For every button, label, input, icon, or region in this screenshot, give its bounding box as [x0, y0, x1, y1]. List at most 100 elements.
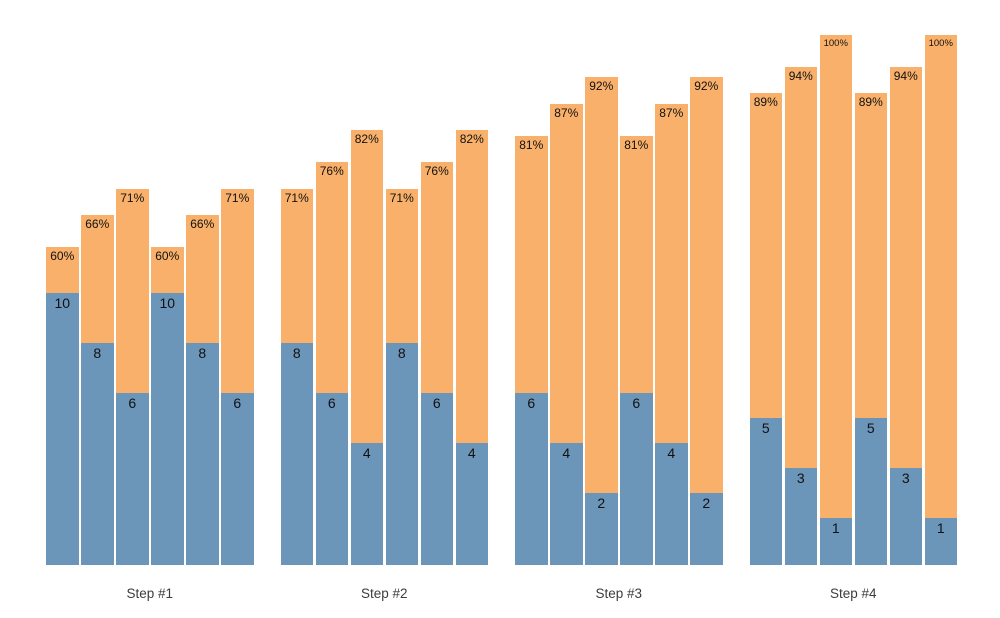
bar-value-label: 2: [702, 495, 711, 511]
bar-percent-label: 92%: [694, 79, 719, 93]
bar-value-label: 8: [397, 345, 406, 361]
bar-percent-label: 82%: [459, 132, 484, 146]
bar-percent-label: 89%: [858, 95, 883, 109]
bar-bottom-segment: 2: [690, 493, 723, 565]
bar-value-label: 10: [54, 295, 71, 311]
bar-value-label: 6: [233, 395, 242, 411]
bar-value-label: 4: [667, 445, 676, 461]
bar-bottom-segment: 3: [889, 468, 922, 565]
bar-percent-label: 100%: [823, 38, 848, 49]
stacked-bar: 60% 10: [46, 247, 79, 565]
bar-bottom-segment: 6: [315, 393, 348, 565]
bar-bottom-segment: 6: [515, 393, 548, 565]
bar-percent-label: 71%: [120, 191, 145, 205]
bar-bottom-segment: 6: [116, 393, 149, 565]
bar-bottom-segment: 2: [585, 493, 618, 565]
stacked-bar: 92% 2: [585, 77, 618, 565]
bar-value-label: 1: [936, 520, 945, 536]
bar-bottom-segment: 8: [385, 343, 418, 565]
stacked-bar: 82% 4: [455, 130, 488, 565]
stacked-bar: 66% 8: [186, 215, 219, 565]
bar-percent-label: 76%: [424, 164, 449, 178]
bar-bottom-segment: 6: [620, 393, 653, 565]
stacked-bar: 71% 8: [385, 189, 418, 565]
bar-group: 81% 6 87% 4 92% 2 81% 6 87% 4 92% 2 Step #3: [515, 35, 723, 601]
plot-area: 60% 10 66% 8 71% 6 60% 10 66% 8 71% 6 Step #1 71% 8 76%…: [46, 35, 957, 601]
bar-percent-label: 66%: [85, 217, 110, 231]
stacked-bar: 94% 3: [889, 67, 922, 565]
bar-percent-label: 87%: [554, 106, 579, 120]
stacked-bar: 76% 6: [420, 162, 453, 565]
bar-bottom-segment: 8: [186, 343, 219, 565]
stacked-bar: 81% 6: [620, 136, 653, 565]
bar-bottom-segment: 4: [455, 443, 488, 565]
bar-percent-label: 89%: [753, 95, 778, 109]
group-label: Step #1: [126, 586, 174, 601]
bar-percent-label: 81%: [519, 138, 544, 152]
bar-value-label: 2: [597, 495, 606, 511]
bar-value-label: 6: [432, 395, 441, 411]
bar-bottom-segment: 4: [350, 443, 383, 565]
bar-percent-label: 81%: [624, 138, 649, 152]
bar-percent-label: 87%: [659, 106, 684, 120]
group-label: Step #3: [595, 586, 643, 601]
bar-percent-label: 71%: [389, 191, 414, 205]
stacked-bar: 60% 10: [151, 247, 184, 565]
stacked-bar: 71% 6: [221, 189, 254, 565]
bar-percent-label: 60%: [155, 249, 180, 263]
bar-value-label: 5: [761, 420, 770, 436]
bar-group: 71% 8 76% 6 82% 4 71% 8 76% 6 82% 4 Step #2: [280, 35, 488, 601]
bar-bottom-segment: 4: [655, 443, 688, 565]
bar-percent-label: 94%: [788, 69, 813, 83]
bar-percent-label: 66%: [190, 217, 215, 231]
bar-bottom-segment: 3: [784, 468, 817, 565]
bar-value-label: 5: [866, 420, 875, 436]
bar-bottom-segment: 10: [46, 293, 79, 565]
bar-percent-label: 71%: [225, 191, 250, 205]
bar-percent-label: 71%: [284, 191, 309, 205]
bar-bottom-segment: 8: [81, 343, 114, 565]
bar-percent-label: 92%: [589, 79, 614, 93]
bar-bottom-segment: 6: [221, 393, 254, 565]
bar-value-label: 8: [292, 345, 301, 361]
stacked-bar: 76% 6: [315, 162, 348, 565]
bar-value-label: 3: [901, 470, 910, 486]
bar-value-label: 10: [159, 295, 176, 311]
bar-percent-label: 60%: [50, 249, 75, 263]
group-label: Step #4: [829, 586, 877, 601]
stacked-bar: 71% 8: [280, 189, 313, 565]
stacked-bar: 71% 6: [116, 189, 149, 565]
stacked-bar: 87% 4: [550, 104, 583, 565]
bar-group: 60% 10 66% 8 71% 6 60% 10 66% 8 71% 6 Step #1: [46, 35, 254, 601]
bar-group: 89% 5 94% 3 100% 1 89% 5 94% 3 100% 1 Step #4: [749, 35, 957, 601]
group-label: Step #2: [360, 586, 408, 601]
bar-percent-label: 82%: [354, 132, 379, 146]
bar-value-label: 4: [562, 445, 571, 461]
stacked-bar: 82% 4: [350, 130, 383, 565]
bar-value-label: 6: [527, 395, 536, 411]
stacked-bar: 66% 8: [81, 215, 114, 565]
bar-bottom-segment: 6: [420, 393, 453, 565]
bar-value-label: 3: [796, 470, 805, 486]
bar-bottom-segment: 8: [280, 343, 313, 565]
stacked-bar: 81% 6: [515, 136, 548, 565]
bar-percent-label: 100%: [928, 38, 953, 49]
bar-bottom-segment: 5: [749, 418, 782, 565]
bar-bottom-segment: 5: [854, 418, 887, 565]
bar-value-label: 4: [467, 445, 476, 461]
stacked-bar: 89% 5: [854, 93, 887, 565]
stacked-bar: 100% 1: [819, 35, 852, 565]
bar-value-label: 6: [327, 395, 336, 411]
bar-bottom-segment: 1: [819, 518, 852, 565]
bar-value-label: 8: [198, 345, 207, 361]
stacked-bar: 87% 4: [655, 104, 688, 565]
bar-value-label: 6: [632, 395, 641, 411]
bar-bottom-segment: 1: [924, 518, 957, 565]
stacked-bar: 89% 5: [749, 93, 782, 565]
stacked-bar: 100% 1: [924, 35, 957, 565]
bar-bottom-segment: 10: [151, 293, 184, 565]
bar-bottom-segment: 4: [550, 443, 583, 565]
bar-percent-label: 76%: [319, 164, 344, 178]
bar-value-label: 4: [362, 445, 371, 461]
